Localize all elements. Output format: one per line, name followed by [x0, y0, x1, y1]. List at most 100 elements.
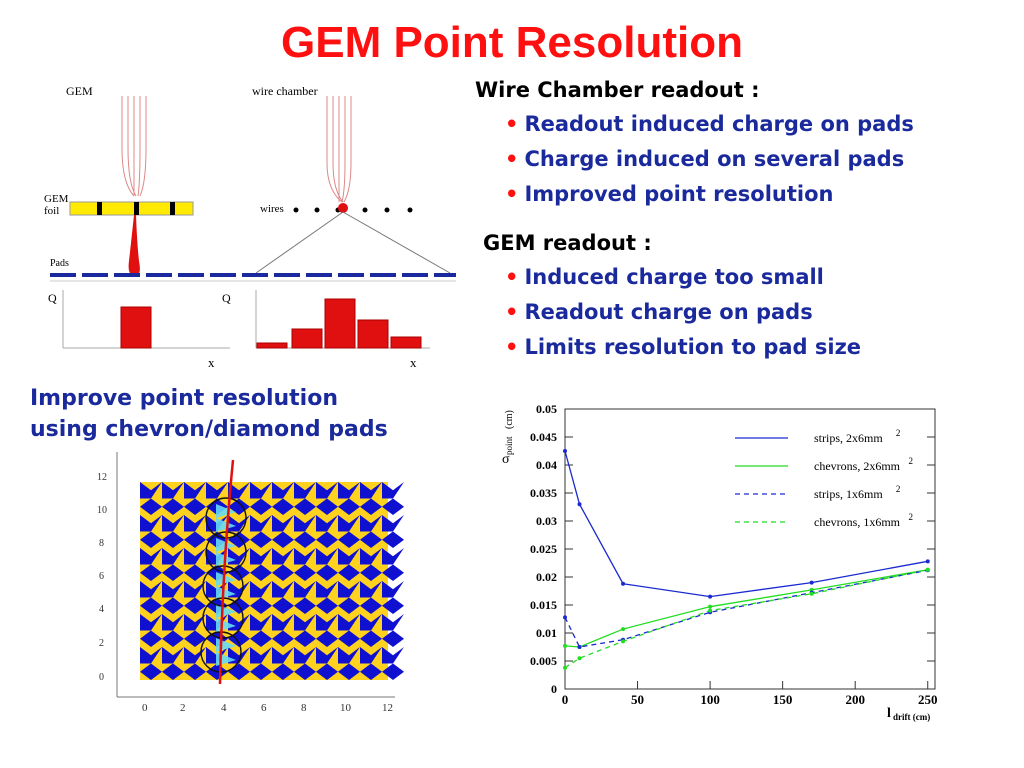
x-tick: 4: [221, 702, 227, 714]
chevron-pad: [294, 581, 316, 598]
chevron-pad: [140, 515, 162, 532]
cyan-pad-segment: [216, 504, 236, 532]
chevron-pad: [184, 597, 206, 614]
chevron-pad: [382, 498, 404, 515]
data-point: [809, 591, 814, 596]
gem-charge-bar: [120, 306, 152, 349]
data-point: [809, 580, 814, 585]
chevron-pad: [162, 647, 184, 664]
y-axis-subtitle: point: [504, 436, 514, 455]
data-point: [925, 567, 930, 572]
chevron-pad: [382, 581, 404, 598]
wire-bullet-3-text: Improved point resolution: [524, 182, 834, 206]
wire-bullet-1-text: Readout induced charge on pads: [524, 112, 914, 136]
chevron-pad: [338, 663, 360, 680]
chevron-pad: [360, 581, 382, 598]
wire-bullet-2-text: Charge induced on several pads: [524, 147, 905, 171]
data-point: [577, 645, 582, 649]
chevron-pad: [184, 581, 206, 598]
chevron-pad: [316, 515, 338, 532]
y-tick: 12: [97, 472, 107, 483]
chevron-pad: [184, 630, 206, 647]
chevron-pad-plot: 0 2 4 6 8 10 12 0 2 4 6 8 10 12: [97, 452, 404, 714]
chevron-pad: [250, 564, 272, 581]
chevron-pad: [294, 482, 316, 499]
chevron-pad: [338, 647, 360, 664]
x-tick-label: 100: [700, 692, 720, 707]
chevron-pad: [338, 614, 360, 631]
data-point: [563, 643, 567, 648]
series-line: [564, 569, 928, 648]
chevron-pad: [294, 647, 316, 664]
legend-label: strips, 2x6mm: [814, 431, 883, 445]
chevron-pad: [360, 614, 382, 631]
chevron-pad: [162, 531, 184, 548]
y-tick-label: 0.025: [530, 542, 557, 556]
pad-plot-axes: [116, 452, 395, 698]
avalanche: [338, 203, 348, 213]
y-tick: 8: [99, 538, 104, 549]
chevron-pad: [250, 531, 272, 548]
pad-background: [140, 482, 388, 680]
chevron-pad: [162, 548, 184, 565]
foil-label-2: foil: [44, 205, 59, 217]
y-tick-label: 0.035: [530, 486, 557, 500]
chevron-pad: [272, 564, 294, 581]
chevron-pad: [250, 647, 272, 664]
chevron-pad: [382, 548, 404, 565]
wire-chamber-header: Wire Chamber readout :: [475, 78, 760, 102]
chevron-pad: [294, 630, 316, 647]
chevron-pad: [272, 614, 294, 631]
chevron-pad: [162, 564, 184, 581]
readout-diagram: GEM wire chamber GEM foil wires Pads Q x: [44, 84, 456, 370]
chevron-pad: [316, 630, 338, 647]
chevron-pad: [360, 531, 382, 548]
foil-hole: [97, 202, 102, 215]
legend-superscript: 2: [909, 512, 914, 522]
chevron-pad: [140, 498, 162, 515]
y-tick-label: 0.02: [536, 570, 557, 584]
data-point: [577, 656, 582, 661]
series-layer: [563, 449, 930, 670]
chevron-pad: [382, 663, 404, 680]
x-axis-subtitle: drift (cm): [893, 712, 930, 722]
chevron-pad: [360, 498, 382, 515]
chevron-pad: [316, 482, 338, 499]
x-tick: 12: [382, 702, 393, 714]
chevron-pad: [316, 663, 338, 680]
chevron-pad: [206, 482, 228, 499]
y-tick-label: 0: [551, 682, 557, 696]
chevron-pad: [250, 498, 272, 515]
x-tick: 2: [180, 702, 186, 714]
pad-plot-y-ticks: 0 2 4 6 8 10 12: [97, 472, 107, 683]
chevron-pad: [184, 614, 206, 631]
chevron-pad: [184, 663, 206, 680]
chevron-pad: [294, 614, 316, 631]
chevron-pad: [250, 663, 272, 680]
wire-bullet-3: • Improved point resolution: [505, 182, 834, 206]
chevron-pad: [272, 630, 294, 647]
pad-plot-x-ticks: 0 2 4 6 8 10 12: [142, 702, 393, 714]
chevron-pad: [316, 564, 338, 581]
chevron-pad: [184, 531, 206, 548]
chevron-pad: [360, 564, 382, 581]
chevron-pad: [316, 614, 338, 631]
data-point: [563, 449, 567, 453]
chevron-pad: [382, 482, 404, 499]
resolution-chart: 0 0.005 0.01 0.015 0.02 0.025 0.03 0.035 0.04 0.0…: [502, 402, 938, 722]
chevron-pad: [272, 531, 294, 548]
y-tick-label: 0.045: [530, 430, 557, 444]
chevron-pad: [162, 498, 184, 515]
y-axis-unit: (cm): [504, 410, 515, 429]
x-tick-label: 150: [773, 692, 793, 707]
data-point: [621, 627, 626, 632]
x-tick-label: 250: [918, 692, 938, 707]
chevron-pad: [228, 482, 250, 499]
legend-superscript: 2: [896, 484, 901, 494]
chevron-pad: [184, 482, 206, 499]
data-point: [925, 559, 930, 564]
chevron-pad: [140, 564, 162, 581]
chevron-pad: [316, 597, 338, 614]
wire-charge-bars: [256, 298, 422, 349]
gem-label: GEM: [66, 84, 93, 98]
